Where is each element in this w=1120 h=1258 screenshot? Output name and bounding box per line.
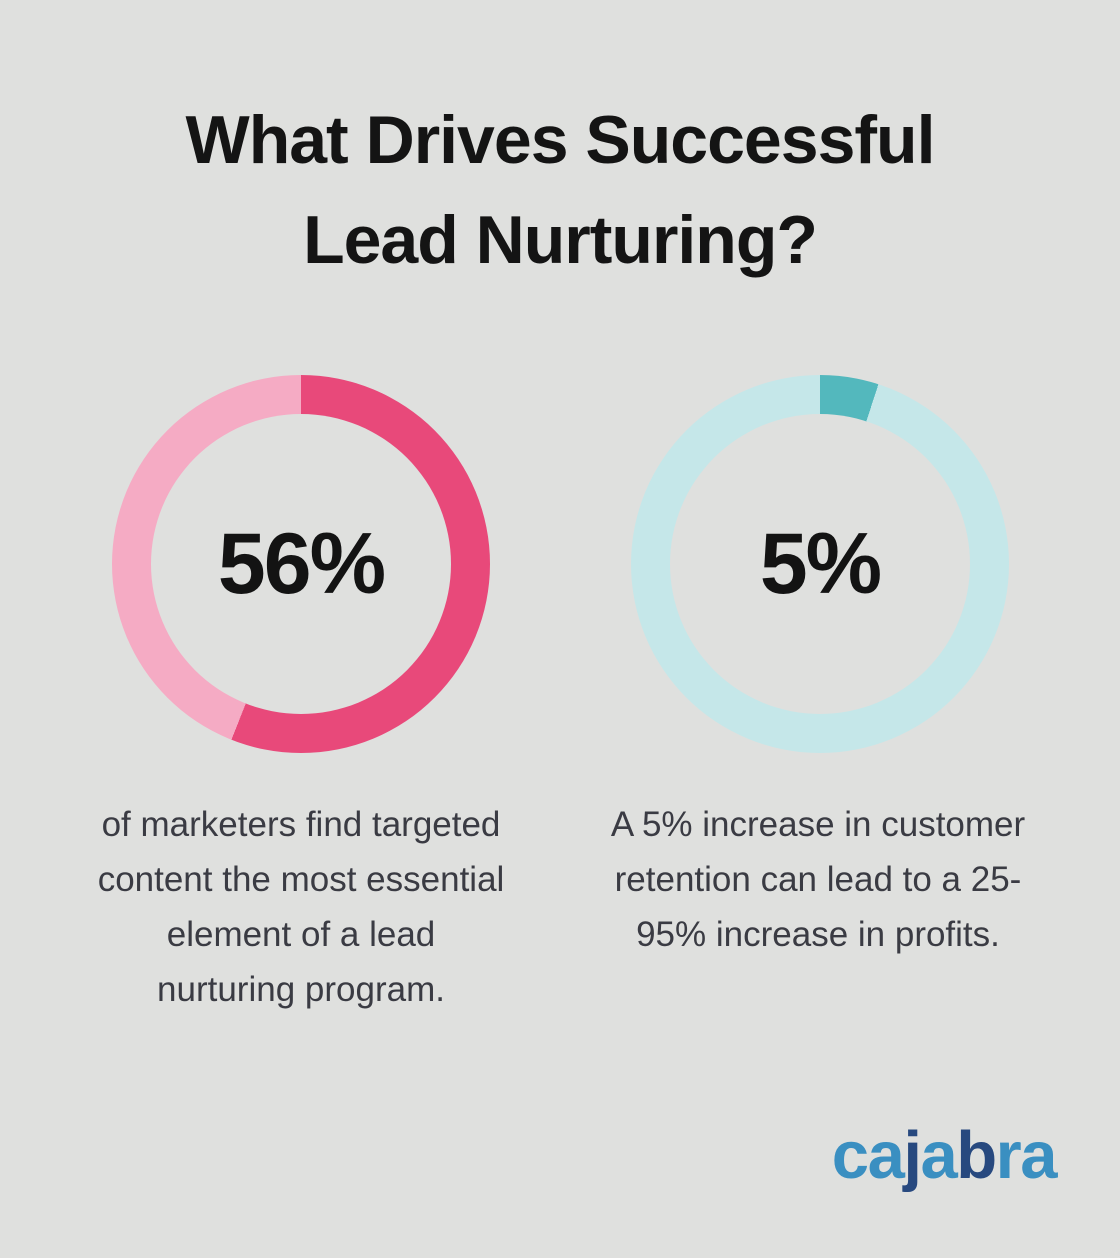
logo-letter: c	[831, 1118, 869, 1193]
logo-letter: a	[867, 1118, 905, 1193]
donut-chart-targeted-content: 56%	[112, 375, 490, 753]
logo-letter: a	[920, 1118, 957, 1193]
logo-letter: j	[903, 1118, 922, 1193]
page-title: What Drives Successful Lead Nurturing?	[0, 90, 1120, 290]
donut-value-label: 56%	[217, 515, 386, 612]
donut-hole	[151, 414, 451, 714]
logo-letter: r	[995, 1118, 1022, 1193]
donut-value-label: 5%	[759, 515, 882, 612]
page-title-line-2: Lead Nurturing?	[303, 202, 818, 278]
donut-chart-customer-retention: 5%	[631, 375, 1009, 753]
stat-caption-targeted-content: of marketers find targeted content the m…	[97, 805, 505, 1009]
logo: cajabra	[832, 1122, 1058, 1189]
page-title-line-1: What Drives Successful	[185, 102, 936, 178]
donut-hole	[670, 414, 970, 714]
logo-letter: a	[1020, 1118, 1057, 1193]
stat-caption-customer-retention: A 5% increase in customer retention can …	[610, 805, 1026, 954]
logo-letter: b	[956, 1118, 997, 1193]
